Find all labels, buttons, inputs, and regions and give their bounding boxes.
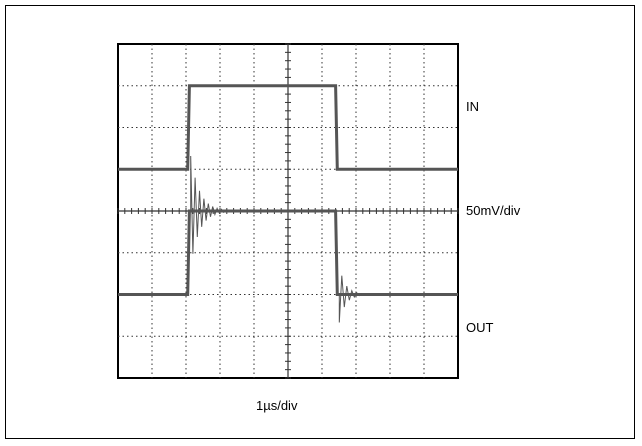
trace-in <box>118 84 458 171</box>
annotation-out: OUT <box>466 319 494 335</box>
traces <box>118 84 458 323</box>
trace-out <box>118 209 458 296</box>
annotation-scale: 50mV/div <box>466 203 521 218</box>
ringing-fall <box>338 275 363 323</box>
figure-frame <box>5 5 635 439</box>
x-axis-label: 1µs/div <box>256 398 298 413</box>
ringing-rise <box>190 155 229 254</box>
annotation-in: IN <box>466 98 479 114</box>
